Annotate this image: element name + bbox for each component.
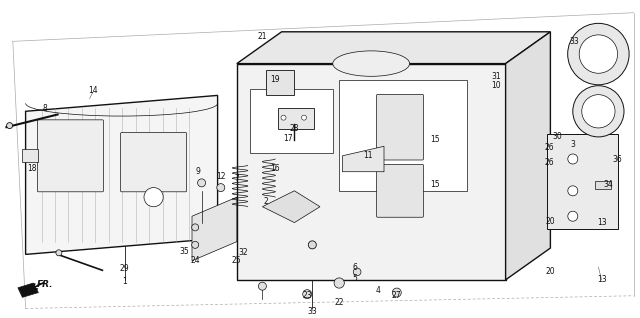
FancyBboxPatch shape [376, 94, 424, 160]
Text: 35: 35 [179, 247, 189, 256]
Circle shape [353, 268, 361, 276]
Polygon shape [237, 64, 506, 280]
Text: 12: 12 [216, 172, 225, 181]
Circle shape [281, 115, 286, 120]
Text: 34: 34 [603, 180, 613, 189]
Circle shape [192, 241, 198, 248]
Text: 8: 8 [42, 104, 47, 113]
Text: 20: 20 [545, 267, 556, 276]
Circle shape [334, 278, 344, 288]
Text: 24: 24 [190, 256, 200, 265]
Text: 31: 31 [491, 72, 501, 81]
Text: 21: 21 [258, 32, 267, 41]
Polygon shape [342, 146, 384, 172]
Text: 10: 10 [491, 81, 501, 90]
Bar [339, 80, 467, 191]
Bar [250, 89, 333, 153]
Text: 5: 5 [353, 274, 358, 283]
Circle shape [217, 183, 225, 192]
Polygon shape [266, 70, 294, 95]
Bar [22, 149, 38, 162]
Polygon shape [506, 32, 550, 280]
Text: 18: 18 [28, 164, 36, 173]
Text: 2: 2 [263, 197, 268, 206]
Circle shape [573, 86, 624, 137]
Polygon shape [18, 283, 38, 297]
Text: 9: 9 [196, 167, 201, 176]
Text: 32: 32 [238, 248, 248, 257]
Text: 29: 29 [120, 264, 130, 273]
Text: 7: 7 [234, 174, 239, 183]
Bar [595, 181, 611, 189]
Text: 6: 6 [353, 263, 358, 272]
Text: 30: 30 [552, 132, 562, 141]
Text: 16: 16 [270, 164, 280, 173]
Text: 26: 26 [544, 158, 554, 167]
Circle shape [192, 224, 198, 231]
Circle shape [579, 35, 618, 73]
Text: 14: 14 [88, 86, 98, 95]
Text: 17: 17 [283, 134, 293, 143]
Text: 3: 3 [570, 140, 575, 149]
Text: 33: 33 [307, 307, 317, 316]
Text: FR.: FR. [37, 280, 54, 289]
Text: 11: 11 [364, 151, 372, 160]
Text: 20: 20 [545, 217, 556, 225]
Circle shape [6, 123, 13, 128]
Ellipse shape [333, 51, 410, 76]
Circle shape [392, 288, 401, 297]
Text: 28: 28 [290, 124, 299, 133]
Text: 27: 27 [392, 291, 402, 300]
Polygon shape [192, 197, 237, 261]
Text: 26: 26 [544, 143, 554, 152]
Text: 36: 36 [612, 155, 623, 163]
Circle shape [56, 250, 62, 256]
Text: 13: 13 [596, 275, 607, 284]
Text: 1: 1 [122, 277, 127, 286]
Text: 15: 15 [430, 135, 440, 144]
Circle shape [144, 188, 163, 207]
Circle shape [303, 290, 312, 299]
Text: 25: 25 [232, 256, 242, 265]
Circle shape [568, 211, 578, 221]
Text: 33: 33 [569, 37, 579, 46]
Circle shape [308, 241, 316, 249]
Circle shape [259, 282, 266, 290]
Circle shape [198, 179, 205, 187]
Circle shape [582, 95, 615, 128]
FancyBboxPatch shape [376, 164, 424, 217]
Polygon shape [26, 95, 218, 254]
FancyBboxPatch shape [120, 133, 187, 192]
Circle shape [568, 186, 578, 196]
Text: 23: 23 [302, 291, 312, 300]
Polygon shape [237, 32, 550, 64]
FancyBboxPatch shape [37, 120, 104, 192]
Circle shape [568, 23, 629, 85]
Text: 4: 4 [375, 287, 380, 295]
Polygon shape [262, 191, 320, 223]
Text: 19: 19 [270, 75, 280, 84]
Text: 22: 22 [335, 298, 344, 307]
Circle shape [301, 115, 307, 120]
Bar [278, 108, 314, 129]
Text: 13: 13 [596, 218, 607, 227]
Polygon shape [547, 134, 618, 229]
Circle shape [568, 154, 578, 164]
Text: 15: 15 [430, 180, 440, 189]
